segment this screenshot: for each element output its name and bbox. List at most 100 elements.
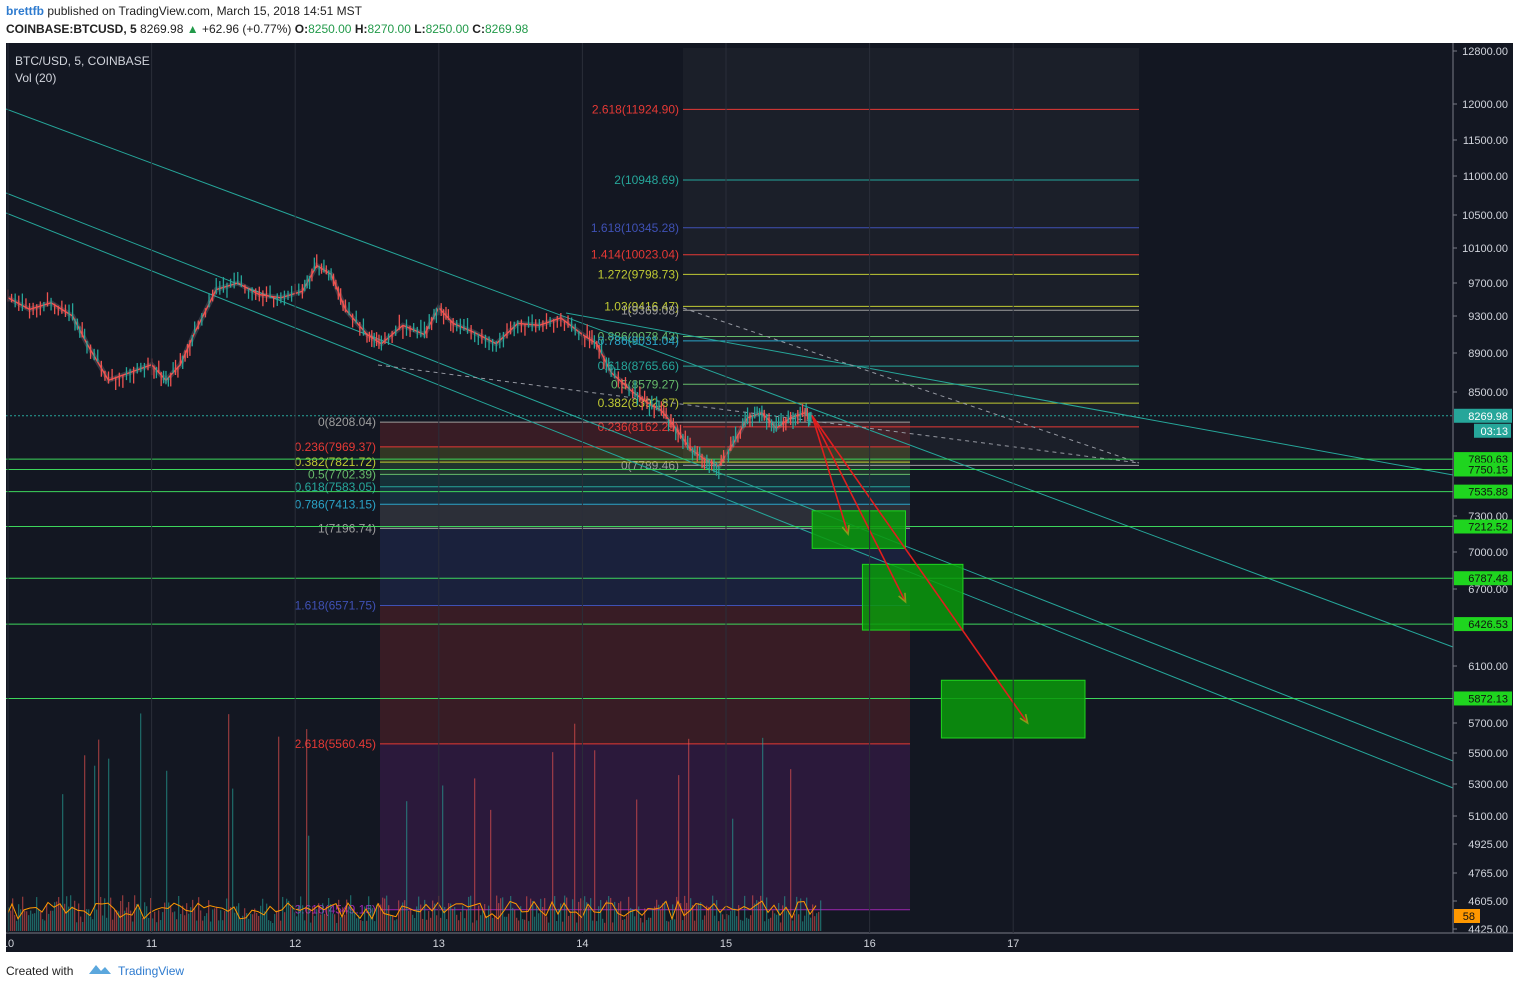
volume-bar — [430, 917, 432, 931]
volume-bar — [250, 913, 252, 931]
volume-bar — [344, 914, 346, 931]
countdown-tag-label: 03:13 — [1480, 426, 1508, 438]
volume-bar — [252, 914, 254, 931]
volume-bar — [110, 897, 112, 931]
volume-bar — [210, 921, 212, 931]
volume-bar — [604, 922, 606, 931]
volume-bar — [364, 906, 366, 931]
volume-bar — [166, 770, 168, 931]
volume-bar — [122, 895, 124, 931]
volume-bar — [72, 906, 74, 931]
fib-upper-level-label: 0.786(9031.04) — [598, 334, 679, 348]
volume-bar — [234, 912, 236, 931]
volume-bar — [768, 918, 770, 931]
volume-bar — [224, 910, 226, 931]
volume-bar — [94, 765, 96, 931]
volume-bar — [370, 905, 372, 931]
volume-bar — [602, 918, 604, 931]
chart-svg[interactable]: 2.618(11924.90) 2(10948.69) 1.618(10345.28… — [6, 43, 1513, 952]
volume-bar — [718, 921, 720, 931]
publish-line: brettfb published on TradingView.com, Ma… — [6, 4, 362, 18]
lower-fib-zone — [380, 605, 910, 744]
volume-bar — [542, 906, 544, 931]
volume-bar — [538, 913, 540, 931]
volume-bar — [152, 918, 154, 931]
volume-bar — [30, 910, 32, 931]
volume-bar — [286, 898, 288, 931]
volume-bar — [160, 920, 162, 931]
fib-lower-level-label: 0.618(7583.05) — [295, 480, 376, 494]
volume-bar — [182, 905, 184, 931]
volume-bar — [126, 907, 128, 931]
volume-bar — [528, 921, 530, 931]
tradingview-link[interactable]: TradingView — [118, 964, 185, 978]
volume-bar — [324, 913, 326, 931]
volume-bar — [244, 908, 246, 931]
volume-bar — [584, 896, 586, 931]
volume-bar — [478, 905, 480, 931]
volume-bar — [578, 901, 580, 931]
open-label: O: — [294, 22, 309, 36]
volume-bar — [550, 904, 552, 931]
volume-bar — [282, 896, 284, 931]
volume-bar — [268, 920, 270, 931]
volume-bar — [218, 920, 220, 931]
support-level-tag — [1454, 617, 1512, 632]
volume-bar — [486, 916, 488, 931]
volume-bar — [534, 916, 536, 931]
support-level-tag — [1454, 571, 1512, 586]
volume-bar — [446, 919, 448, 931]
volume-bar — [322, 903, 324, 931]
chart-legend: BTC/USD, 5, COINBASE Vol (20) — [15, 53, 150, 87]
volume-bar — [414, 917, 416, 931]
volume-bar — [278, 736, 280, 931]
price-tick-label: 4765.00 — [1468, 868, 1508, 880]
fib-upper-level-label: 1.618(10345.28) — [591, 221, 679, 235]
price-tick-label: 4605.00 — [1468, 896, 1508, 908]
price-tick-label: 9300.00 — [1468, 311, 1508, 323]
fib-lower-level-label: 0.382(7821.72) — [295, 455, 376, 469]
volume-bar — [730, 910, 732, 931]
volume-bar — [436, 915, 438, 931]
time-axis-panel — [6, 933, 1513, 952]
volume-bar — [198, 897, 200, 931]
volume-bar — [10, 910, 12, 931]
volume-bar — [14, 915, 16, 931]
volume-bar — [484, 904, 486, 931]
volume-bar — [770, 917, 772, 931]
volume-bar — [592, 920, 594, 931]
legend-title: BTC/USD, 5, COINBASE — [15, 54, 150, 68]
volume-bar — [242, 915, 244, 931]
volume-bar — [40, 911, 42, 931]
volume-bar — [298, 905, 300, 931]
volume-bar — [502, 897, 504, 931]
volume-bar — [820, 900, 822, 931]
volume-bar — [462, 905, 464, 931]
volume-bar — [816, 913, 818, 931]
published-text: published on TradingView.com, March 15, … — [47, 4, 362, 18]
lower-fib-zone — [380, 474, 910, 487]
volume-bar — [682, 920, 684, 931]
chart-area[interactable]: 2.618(11924.90) 2(10948.69) 1.618(10345.28… — [6, 43, 1513, 952]
volume-bar — [494, 915, 496, 931]
volume-bar — [36, 897, 38, 931]
author-link[interactable]: brettfb — [6, 4, 44, 18]
volume-bar — [96, 909, 98, 931]
volume-bar — [454, 907, 456, 931]
volume-bar — [514, 909, 516, 931]
volume-bar — [594, 750, 596, 931]
volume-bar — [652, 908, 654, 931]
dashed-trendline — [682, 307, 1140, 464]
volume-bar — [196, 920, 198, 931]
volume-bar — [316, 909, 318, 931]
volume-bar — [422, 918, 424, 931]
volume-bar — [378, 903, 380, 931]
fib-upper-level-label: 2.618(11924.90) — [592, 102, 679, 116]
volume-bar — [154, 911, 156, 931]
volume-bar — [334, 914, 336, 931]
volume-bar — [338, 899, 340, 931]
volume-bar — [480, 915, 482, 931]
created-with-text: Created with — [6, 964, 74, 978]
volume-bar — [326, 906, 328, 931]
volume-bar — [732, 818, 734, 931]
